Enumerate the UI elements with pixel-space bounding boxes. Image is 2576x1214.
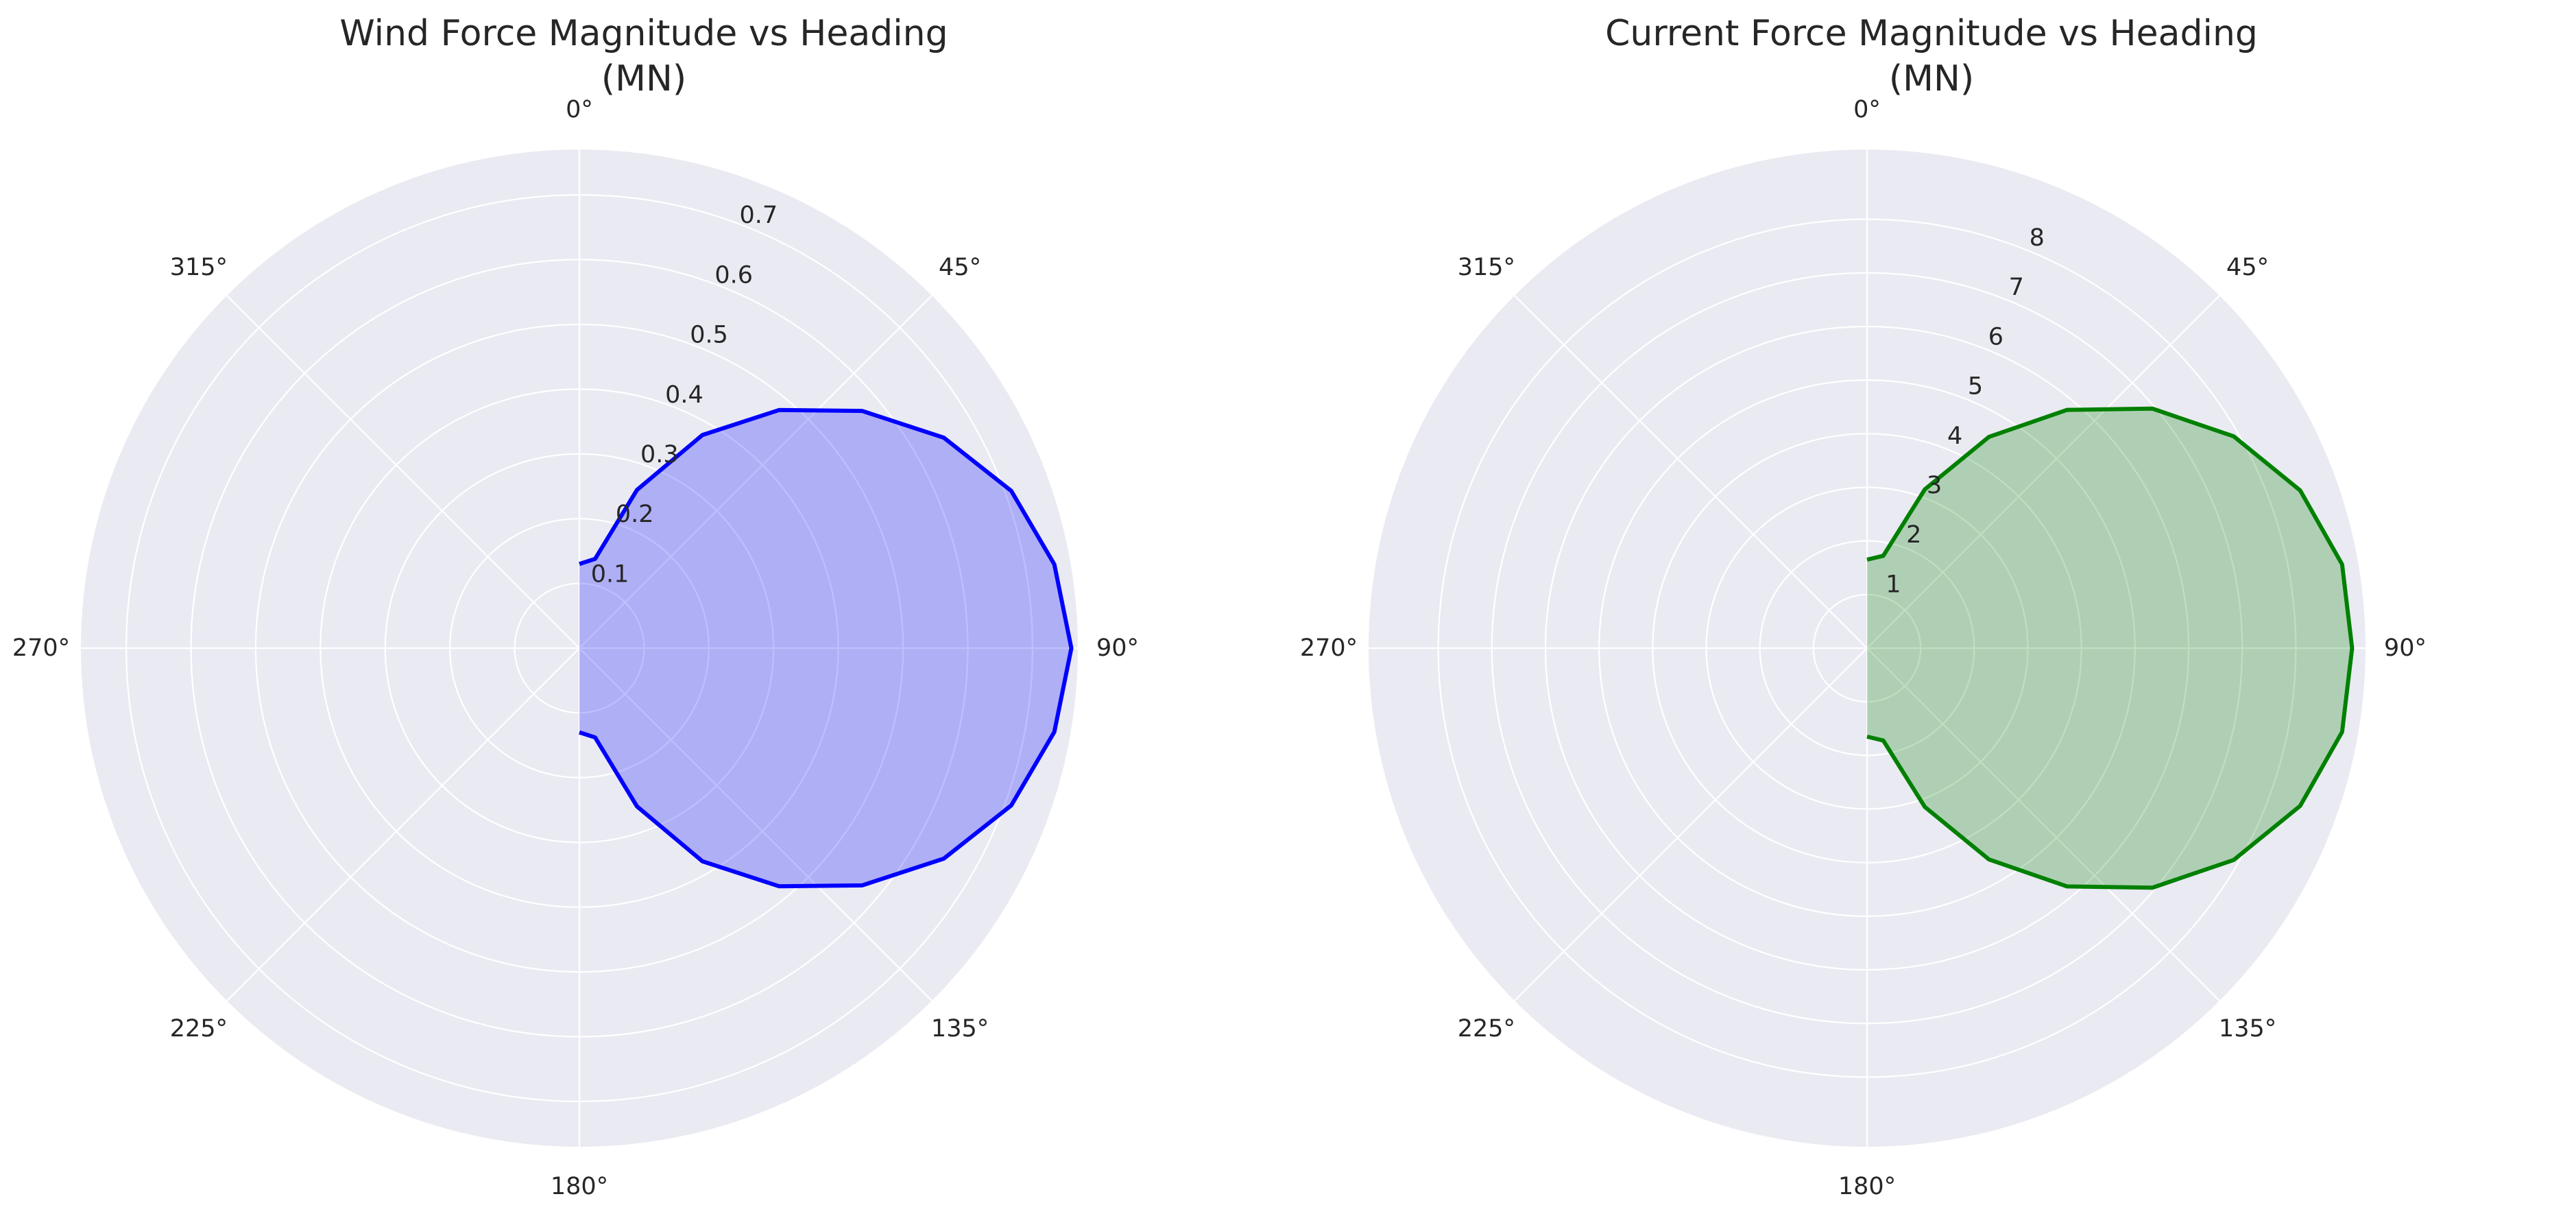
radial-tick-label: 0.4: [665, 381, 703, 409]
data-point-70: [1011, 490, 1012, 492]
theta-tick-label: 135°: [2219, 1015, 2276, 1043]
theta-tick-label: 270°: [1300, 634, 1358, 662]
data-point-90: [2351, 647, 2352, 649]
chart-title: Wind Force Magnitude vs Heading (MN): [0, 11, 1288, 102]
theta-tick-label: 180°: [551, 1173, 608, 1200]
data-point-60: [943, 437, 944, 438]
data-point-0: [1866, 559, 1868, 560]
data-point-130: [2152, 887, 2153, 888]
data-point-170: [594, 737, 596, 738]
theta-tick-label: 0°: [566, 96, 593, 123]
data-point-20: [636, 489, 638, 490]
data-point-110: [2300, 805, 2301, 807]
data-point-50: [861, 410, 863, 412]
angular-gridline-315: [1514, 295, 1868, 649]
theta-tick-label: 45°: [2226, 254, 2269, 281]
radial-tick-label: 5: [1968, 373, 1983, 401]
chart-title-line-1: Current Force Magnitude vs Heading: [1605, 13, 2258, 54]
radial-tick-label: 2: [1906, 521, 1921, 549]
radial-tick-label: 8: [2030, 224, 2045, 252]
theta-tick-label: 0°: [1853, 96, 1881, 123]
angular-gridline-135: [579, 647, 932, 1001]
radial-tick-label: 0.3: [640, 441, 679, 468]
force-area-fill: [1867, 408, 2352, 888]
data-point-40: [2066, 409, 2067, 411]
data-point-0: [579, 563, 580, 564]
data-point-160: [1924, 806, 1925, 807]
data-point-30: [1988, 436, 1990, 438]
data-point-180: [1866, 736, 1868, 737]
radial-tick-label: 0.5: [690, 322, 728, 349]
data-point-150: [1988, 859, 1990, 860]
radial-tick-label: 0.1: [591, 560, 629, 588]
theta-tick-label: 90°: [2384, 634, 2427, 662]
theta-tick-label: 225°: [1458, 1015, 1515, 1043]
angular-gridline-225: [1514, 647, 1868, 1001]
data-point-120: [2233, 859, 2235, 861]
radial-tick-label: 0.6: [714, 261, 753, 289]
angular-gridline-225: [226, 647, 580, 1001]
data-point-160: [636, 806, 638, 807]
theta-tick-label: 225°: [170, 1015, 228, 1043]
data-point-60: [2233, 436, 2235, 437]
theta-tick-label: 90°: [1096, 634, 1139, 662]
chart-title-line-2: (MN): [601, 58, 687, 99]
theta-tick-label: 315°: [170, 254, 228, 281]
data-point-110: [1011, 805, 1012, 806]
data-point-10: [1883, 555, 1884, 556]
theta-tick-label: 135°: [931, 1015, 989, 1043]
current-force-chart-panel: Current Force Magnitude vs Heading (MN) …: [1288, 0, 2575, 1214]
data-point-100: [1054, 731, 1055, 733]
data-point-120: [943, 858, 944, 859]
chart-title-line-2: (MN): [1888, 58, 1975, 99]
data-point-10: [594, 558, 596, 560]
data-point-170: [1883, 740, 1884, 741]
chart-title: Current Force Magnitude vs Heading (MN): [1288, 11, 2575, 102]
radial-tick-label: 4: [1947, 422, 1962, 450]
force-magnitude-line: [579, 407, 1074, 889]
angular-gridline-135: [1866, 647, 2220, 1001]
data-point-80: [1054, 564, 1055, 565]
data-point-20: [1924, 489, 1925, 490]
data-point-140: [778, 885, 780, 887]
radial-tick-label: 0.7: [740, 202, 778, 229]
radial-tick-label: 1: [1886, 571, 1901, 598]
radial-tick-label: 7: [2009, 274, 2024, 301]
wind-force-polar-plot: 0° 45° 90° 135° 180° 225° 270° 315° 0.1 0.2 0.3 0.4…: [12, 96, 1139, 1200]
data-point-80: [2342, 564, 2343, 565]
data-point-140: [2066, 885, 2067, 887]
force-area-fill: [579, 409, 1072, 887]
data-point-30: [701, 434, 703, 436]
wind-force-chart-panel: Wind Force Magnitude vs Heading (MN) 0° 4…: [0, 11, 1288, 1200]
data-point-100: [2342, 731, 2343, 733]
data-point-180: [579, 732, 580, 733]
theta-tick-label: 180°: [1838, 1173, 1896, 1200]
data-point-150: [701, 861, 703, 862]
data-point-90: [1071, 647, 1072, 649]
theta-tick-label: 315°: [1458, 254, 1515, 281]
theta-tick-label: 45°: [939, 254, 981, 281]
chart-title-line-1: Wind Force Magnitude vs Heading: [339, 13, 948, 54]
radial-tick-label: 0.2: [616, 501, 654, 528]
angular-gridline-315: [226, 295, 580, 649]
radial-tick-label: 3: [1927, 472, 1942, 499]
angular-gridline-45: [1866, 295, 2220, 649]
data-point-70: [2300, 490, 2301, 491]
force-magnitude-line: [1866, 406, 2355, 890]
radial-tick-label: 6: [1988, 323, 2003, 350]
data-point-50: [2152, 408, 2153, 409]
data-point-40: [778, 409, 780, 411]
data-point-130: [861, 885, 863, 886]
theta-tick-label: 270°: [12, 634, 70, 662]
angular-gridline-45: [579, 295, 932, 649]
